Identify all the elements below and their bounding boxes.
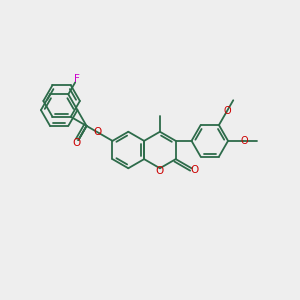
Text: F: F (74, 74, 80, 84)
Text: O: O (223, 106, 231, 116)
Text: O: O (73, 138, 81, 148)
Text: O: O (190, 165, 199, 175)
Text: O: O (93, 127, 102, 137)
Text: O: O (156, 166, 164, 176)
Text: O: O (241, 136, 248, 146)
